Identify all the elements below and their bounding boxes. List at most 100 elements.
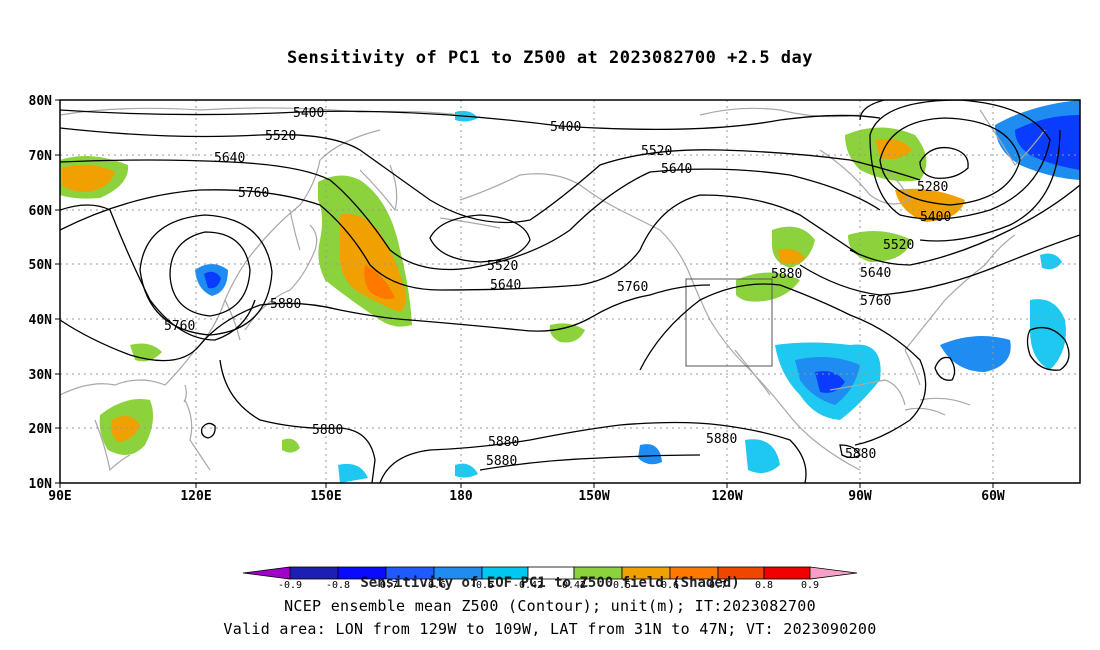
contour-5640-a [60, 159, 881, 271]
coast-kamchatka [359, 164, 398, 212]
contour-label-group: 5400 5400 5520 5520 5520 5640 5640 5640 … [164, 106, 951, 469]
footer-contour-info: NCEP ensemble mean Z500 (Contour); unit(… [284, 597, 816, 615]
shade-neg-mexico-core [815, 371, 845, 393]
lon-label: 150E [310, 489, 341, 504]
contour-low-okhotsk-1 [169, 231, 251, 317]
contour-label: 5400 [293, 106, 324, 121]
shade-pos-sc-sea-core [110, 416, 140, 442]
lat-label: 60N [29, 204, 53, 219]
contour-label: 5520 [641, 144, 672, 159]
lat-label: 20N [29, 422, 53, 437]
colorbar-high-arrow [809, 566, 858, 580]
shade-neg-gulf [745, 439, 780, 474]
shade-neg-okhotsk-core [204, 271, 221, 289]
lon-label: 150W [578, 489, 609, 504]
lat-label: 10N [29, 477, 53, 492]
shade-pos-west-us [736, 272, 800, 302]
coast-japan [244, 224, 318, 331]
contour-label: 5880 [312, 423, 343, 438]
lat-label: 40N [29, 313, 53, 328]
contour-label: 5640 [214, 151, 245, 166]
lat-label: 30N [29, 368, 53, 383]
lat-label: 50N [29, 258, 53, 273]
lon-label: 60W [981, 489, 1005, 504]
contour-5880-trop-2 [479, 454, 701, 471]
lat-label: 80N [29, 94, 53, 109]
coast-gulf [829, 379, 906, 406]
contour-label: 5640 [860, 266, 891, 281]
lon-label: 90E [48, 489, 71, 504]
contour-label: 5880 [771, 267, 802, 282]
coast-philippines [184, 399, 211, 471]
contour-5520-canada [859, 100, 1061, 242]
contour-low-canada-1 [919, 146, 969, 179]
shade-neg-atlantic-2 [1030, 299, 1066, 370]
shade-neg-greenland-core [1015, 115, 1080, 170]
colorbar-tick-label: -0.8 [326, 580, 350, 591]
coast-caribbean [919, 397, 971, 406]
shade-pos-small-pac [282, 438, 300, 453]
map-title: Sensitivity of PC1 to Z500 at 2023082700… [286, 48, 813, 68]
lon-label: 90W [848, 489, 872, 504]
shade-neg-caspian [1040, 253, 1062, 270]
contour-5400-north [60, 109, 881, 131]
contour-label: 5880 [486, 454, 517, 469]
contour-5880-east-atl [1026, 326, 1070, 371]
coast-aleutians [439, 217, 501, 229]
coast-cuba [904, 407, 946, 416]
colorbar-tick-label: 0.6 [661, 580, 679, 591]
valid-area-box [685, 278, 773, 367]
positive-sensitivity-shading [60, 127, 965, 455]
coast-baja [734, 349, 771, 396]
shade-pos-n-pac [549, 323, 585, 343]
contour-5880-sw [219, 359, 376, 483]
contour-5640-canada [849, 184, 1080, 266]
contour-label: 5640 [490, 278, 521, 293]
negative-sensitivity-shading [195, 100, 1080, 483]
coast-alaska [459, 173, 661, 231]
contour-5880-small-2 [200, 422, 216, 439]
coast-sakhalin [289, 209, 301, 251]
plot-frame [59, 99, 1081, 484]
coast-siberia-north [60, 107, 461, 116]
longitude-labels: 90E 120E 150E 180 150W 120W 90W 60W [48, 489, 1005, 504]
latitude-labels: 80N 70N 60N 50N 40N 30N 20N 10N [29, 94, 53, 492]
colorbar-tick-label: 0.5 [613, 580, 631, 591]
contour-5880-gulf [839, 444, 861, 459]
shade-neg-trop2 [338, 463, 368, 483]
contour-label: 5400 [920, 210, 951, 225]
contour-label: 5760 [617, 280, 648, 295]
contour-label: 5760 [164, 319, 195, 334]
contour-label: 5880 [706, 432, 737, 447]
contour-5520 [60, 127, 921, 224]
coast-asia-east [60, 129, 381, 396]
contour-5880-east [639, 283, 927, 446]
coast-florida [904, 349, 921, 386]
contour-5880-small [934, 356, 956, 381]
colorbar-tick-label: -0.6 [422, 580, 446, 591]
lat-label: 70N [29, 149, 53, 164]
contour-label: 5880 [488, 435, 519, 450]
colorbar-title: Sensitivity of EOF PC1 to Z500 field (Sh… [360, 575, 740, 591]
coast-na-west [659, 229, 861, 471]
coast-indochina [94, 419, 131, 472]
coastlines [60, 107, 1046, 472]
colorbar-tick-label: -0.42 [513, 580, 543, 591]
contour-label: 5520 [265, 129, 296, 144]
shade-pos-rockies-core [778, 248, 805, 265]
colorbar-tick-label: -0.9 [278, 580, 302, 591]
contour-5880-trop [379, 421, 807, 483]
contour-label: 5400 [550, 120, 581, 135]
colorbar-tick-label: -0.7 [374, 580, 398, 591]
contour-high-pac [429, 214, 531, 263]
colorbar-tick-label: 0.9 [801, 580, 819, 591]
shade-pos-west-pacific-core [62, 164, 115, 192]
colorbar-tick-label: 0.42 [562, 580, 586, 591]
colorbar-tick-label: 0.7 [709, 580, 727, 591]
contour-label: 5760 [238, 186, 269, 201]
lon-label: 180 [449, 489, 473, 504]
shade-neg-atlantic [940, 336, 1011, 372]
shade-pos-hudson-core [875, 138, 912, 159]
contour-label: 5520 [883, 238, 914, 253]
